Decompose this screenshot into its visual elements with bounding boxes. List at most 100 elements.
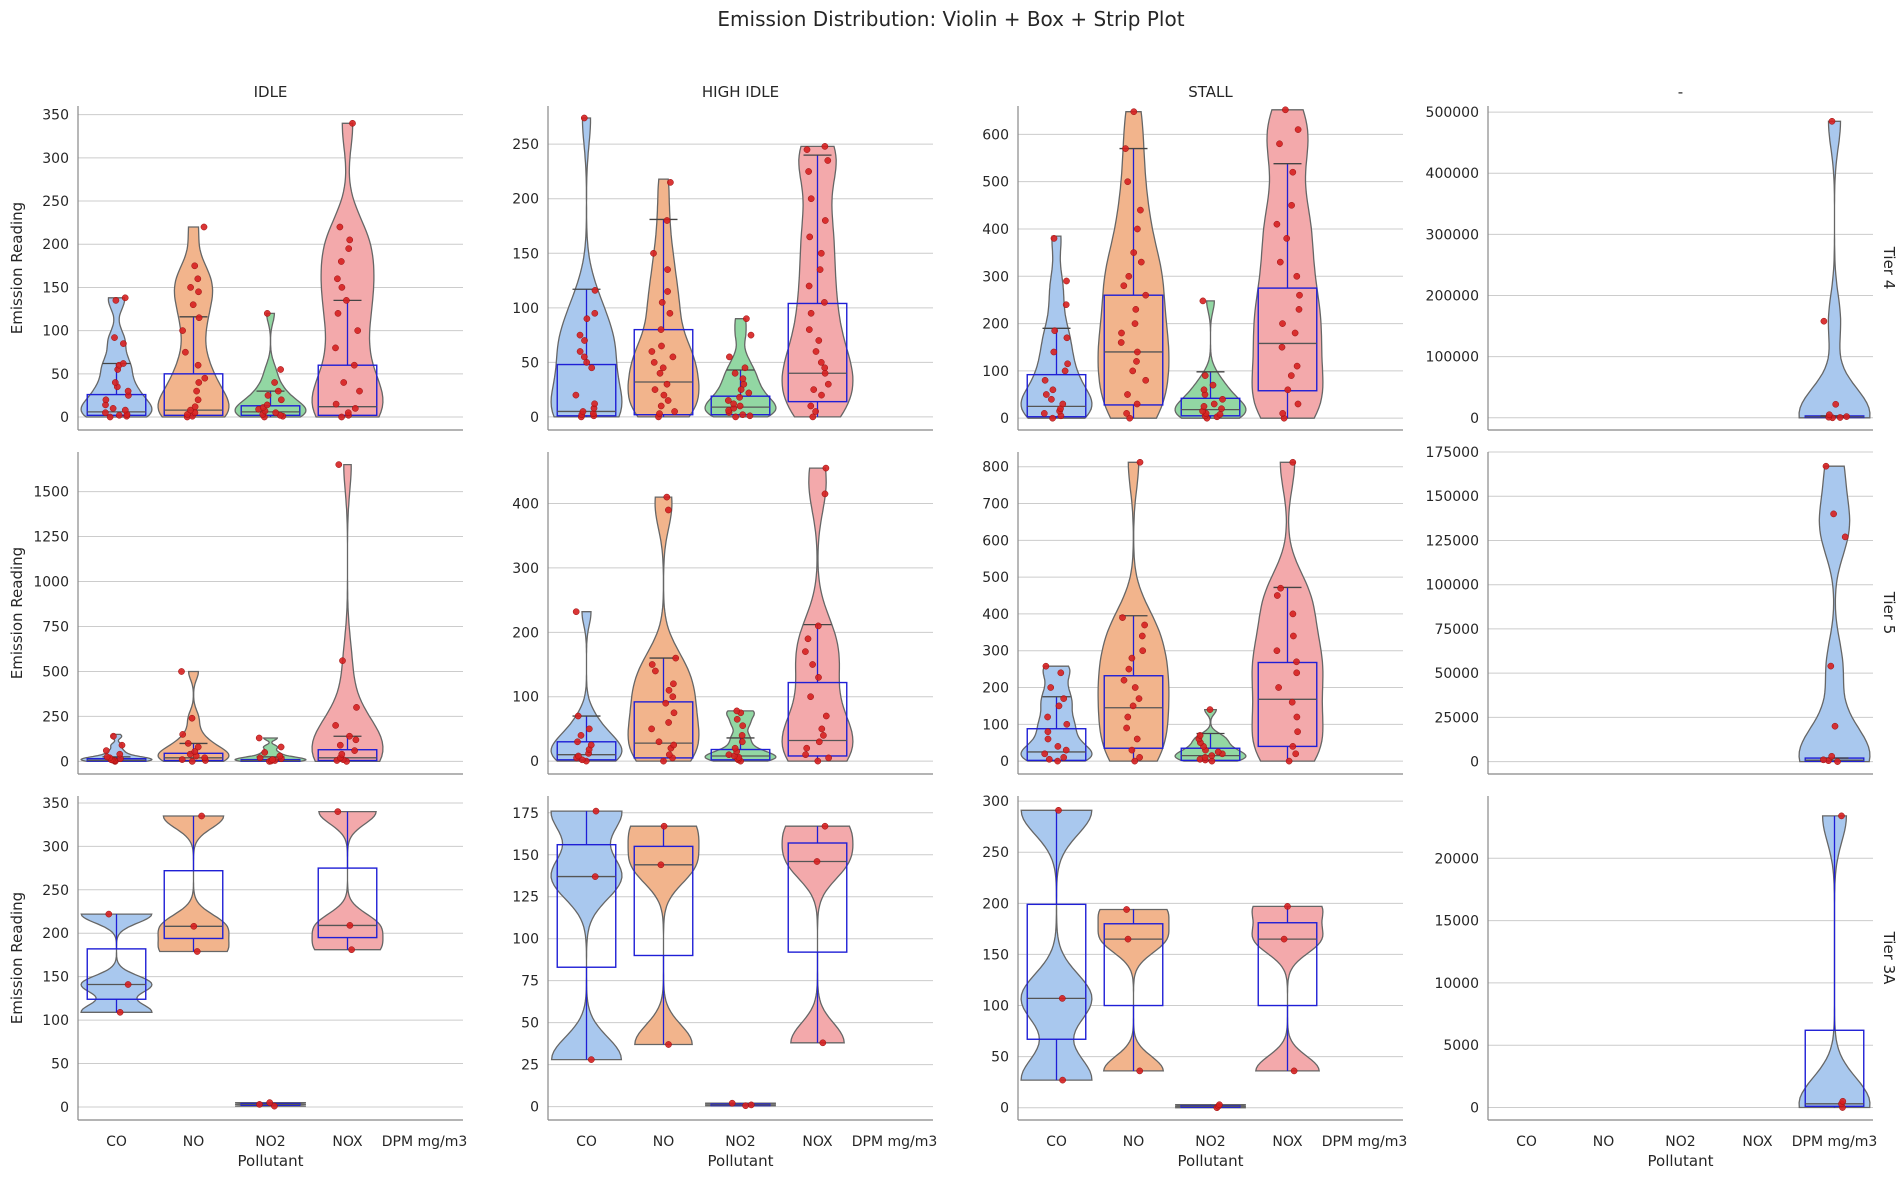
strip-point (263, 310, 271, 317)
strip-point (1284, 903, 1291, 910)
x-tick-label: NO2 (255, 1134, 285, 1150)
panel-tier-5-2: 0 100 200 300 400 500 600 700 800 (982, 452, 1403, 775)
strip-point (200, 223, 208, 231)
box-iqr (556, 843, 617, 968)
y-tick-label: 125000 (1426, 533, 1479, 549)
violin-no2 (1174, 300, 1247, 419)
panel-tier-5-0: 0 250 500 750 1000 1250 1500 (33, 452, 463, 775)
strip-point (1137, 258, 1145, 266)
strip-point (1124, 713, 1132, 721)
y-tick-label: 400000 (1426, 166, 1479, 182)
strip-point (1831, 722, 1839, 730)
strip-point (1062, 746, 1070, 754)
panel-tier-4-1: 0 50 100 150 200 250 (512, 106, 933, 431)
y-tick-label: 10000 (1434, 976, 1479, 992)
strip-point (1044, 728, 1052, 736)
x-tick-label: NO2 (1665, 1134, 1695, 1150)
strip-point (1057, 669, 1065, 677)
box-iqr (1026, 373, 1087, 418)
strip-point (821, 369, 829, 377)
strip-point (332, 344, 339, 352)
strip-point (1277, 584, 1284, 592)
strip-point (271, 379, 278, 386)
strip-point (656, 410, 663, 417)
strip-point (350, 361, 358, 369)
strip-point (194, 275, 202, 283)
strip-point (187, 284, 194, 291)
x-tick-label: NOX (1742, 1134, 1773, 1150)
strip-point (724, 397, 732, 404)
strip-point (348, 946, 355, 954)
box-iqr (1257, 922, 1318, 1007)
violin-no2 (704, 318, 777, 418)
strip-point (1055, 806, 1062, 814)
strip-point (182, 348, 189, 356)
strip-point (736, 393, 743, 401)
strip-point (650, 249, 657, 257)
violin-co (80, 297, 153, 418)
strip-point (587, 1056, 595, 1063)
strip-point (277, 743, 285, 751)
strip-point (187, 406, 194, 414)
strip-point (666, 309, 674, 317)
strip-point (1063, 720, 1071, 728)
y-tick-label: 350 (42, 796, 69, 812)
strip-point (121, 294, 129, 302)
box-iqr (163, 870, 224, 940)
strip-point (592, 807, 600, 815)
strip-point (1131, 320, 1139, 327)
strip-point (193, 387, 200, 395)
strip-point (332, 722, 339, 729)
panel-tier-3a-1: 0 25 50 75 100 125 150 175 CO NO NO2 NOX DPM mg/m3 (512, 796, 937, 1150)
strip-point (1279, 410, 1287, 417)
column-title-0: IDLE (254, 83, 288, 101)
box-iqr (1103, 923, 1164, 1007)
strip-point (351, 405, 359, 412)
column-title-3: - (1678, 83, 1683, 101)
y-tick-label: 100 (42, 324, 69, 340)
strip-point (1828, 117, 1836, 125)
strip-point (1825, 411, 1833, 419)
strip-point (802, 648, 809, 655)
y-tick-label: 50 (51, 367, 69, 383)
strip-point (822, 464, 830, 472)
y-tick-label: 250 (982, 845, 1009, 861)
strip-point (277, 366, 284, 373)
strip-point (662, 699, 670, 707)
strip-point (732, 413, 739, 421)
y-tick-label: 75000 (1434, 622, 1479, 638)
strip-point (195, 314, 203, 322)
strip-point (815, 674, 822, 681)
strip-point (812, 408, 819, 415)
strip-point (648, 348, 656, 355)
strip-point (111, 334, 118, 341)
strip-point (657, 402, 665, 410)
strip-point (119, 360, 127, 367)
strip-point (657, 861, 665, 869)
y-tick-label: 300 (982, 794, 1009, 810)
strip-point (191, 403, 199, 411)
strip-point (194, 361, 202, 369)
y-tick-label: 500 (982, 570, 1009, 586)
strip-point (332, 400, 340, 408)
strip-point (112, 297, 120, 304)
strip-point (747, 1101, 755, 1109)
strip-point (1206, 706, 1214, 713)
strip-point (1123, 724, 1130, 732)
y-tick-label: 0 (1000, 754, 1009, 770)
strip-point (1295, 306, 1303, 313)
y-tick-label: 200 (512, 192, 539, 208)
strip-point (1219, 395, 1226, 403)
strip-point (1296, 291, 1303, 299)
strip-point (1293, 658, 1300, 666)
strip-point (580, 353, 588, 361)
y-tick-label: 350 (42, 108, 69, 124)
x-tick-label: DPM mg/m3 (382, 1134, 468, 1150)
strip-point (583, 359, 591, 366)
strip-point (577, 732, 585, 739)
strip-point (116, 750, 124, 758)
y-tick-label: 0 (60, 1100, 69, 1116)
strip-point (664, 266, 671, 273)
x-tick-label: NOX (1272, 1134, 1303, 1150)
strip-point (591, 400, 598, 408)
